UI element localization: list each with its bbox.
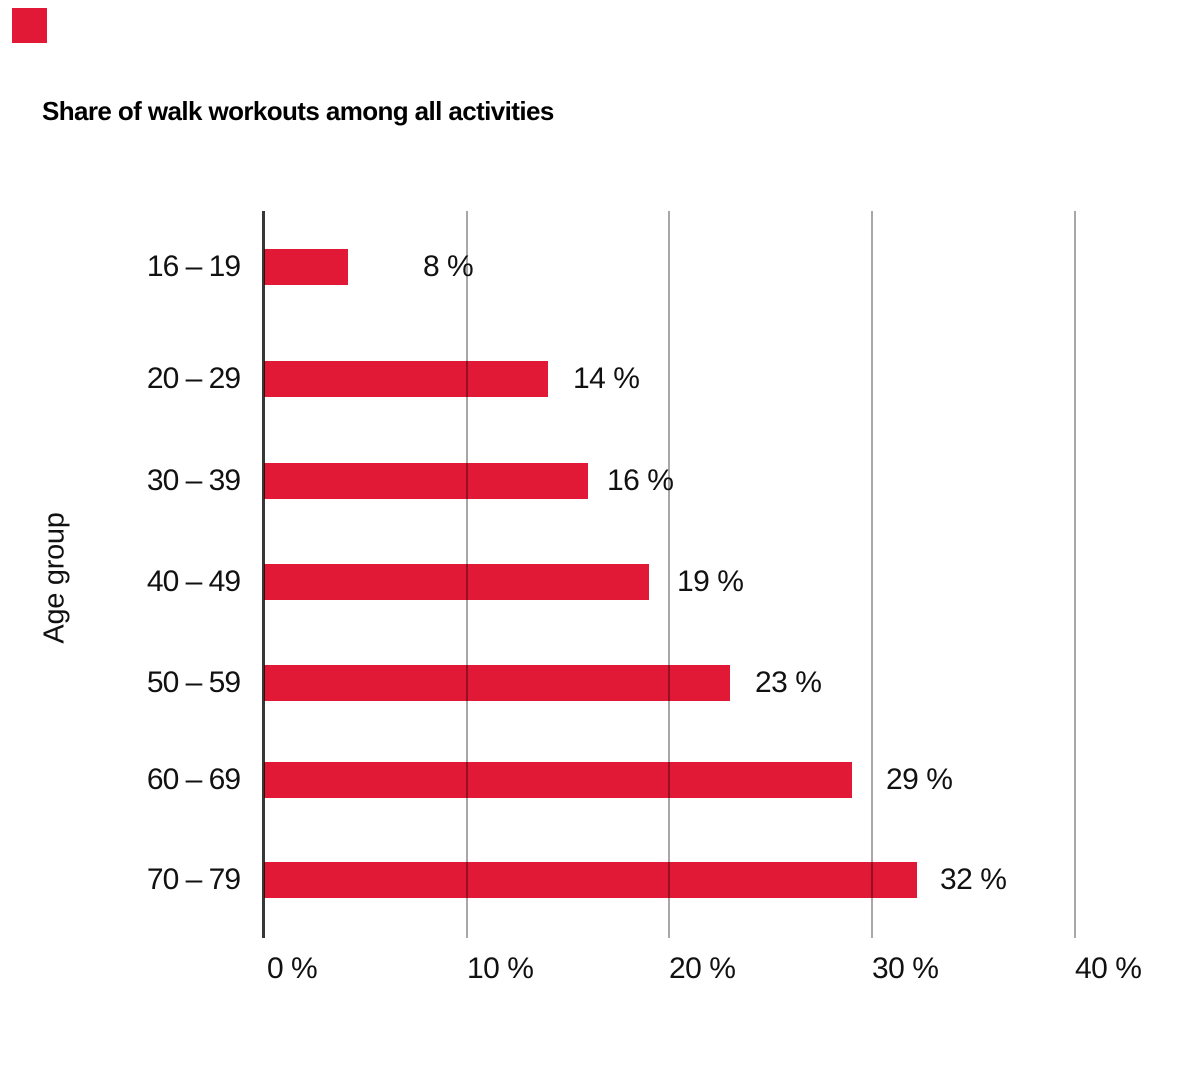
gridline-10pct <box>466 211 468 938</box>
bar-20–29 <box>264 361 548 397</box>
y-axis-line <box>262 211 265 938</box>
category-label: 20 – 29 <box>146 362 241 395</box>
x-tick-label: 0 % <box>267 952 318 985</box>
gridline-30pct <box>871 211 873 938</box>
category-label: 50 – 59 <box>146 666 241 699</box>
value-label: 19 % <box>677 565 744 598</box>
x-tick-label: 30 % <box>872 952 939 985</box>
gridline-40pct <box>1074 211 1076 938</box>
gridline-20pct <box>668 211 670 938</box>
value-label: 32 % <box>940 863 1007 896</box>
bar-60–69 <box>264 762 852 798</box>
value-label: 8 % <box>423 250 474 283</box>
bar-16–19 <box>264 249 348 285</box>
x-tick-label: 40 % <box>1075 952 1142 985</box>
category-label: 16 – 19 <box>146 250 241 283</box>
category-label: 70 – 79 <box>146 863 241 896</box>
value-label: 23 % <box>755 666 822 699</box>
bar-50–59 <box>264 665 730 701</box>
bar-30–39 <box>264 463 588 499</box>
value-label: 29 % <box>886 763 953 796</box>
category-label: 60 – 69 <box>146 763 241 796</box>
brand-mark-square <box>12 8 47 43</box>
chart-title: Share of walk workouts among all activit… <box>42 96 554 126</box>
value-label: 14 % <box>573 362 640 395</box>
bar-70–79 <box>264 862 917 898</box>
category-label: 30 – 39 <box>146 464 241 497</box>
value-label: 16 % <box>607 464 674 497</box>
x-tick-label: 20 % <box>669 952 736 985</box>
category-label: 40 – 49 <box>146 565 241 598</box>
x-tick-label: 10 % <box>467 952 534 985</box>
bar-40–49 <box>264 564 649 600</box>
